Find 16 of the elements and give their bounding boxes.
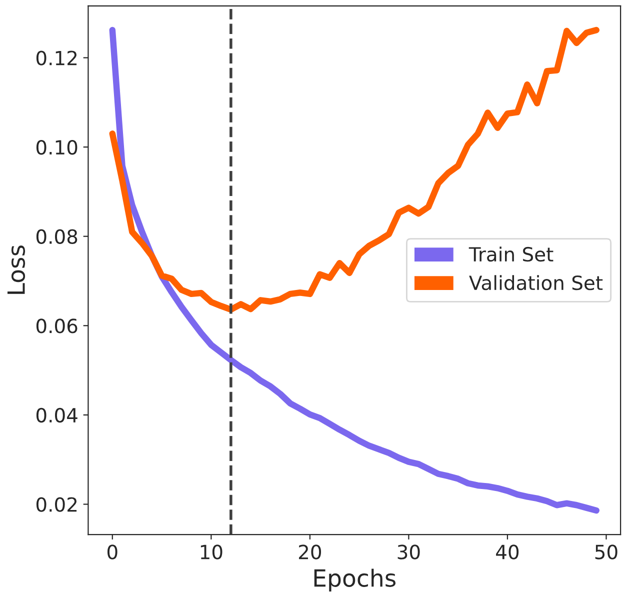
x-tick-label: 10 [200, 544, 222, 560]
y-tick-label: 0.02 [36, 497, 77, 512]
y-tick-label: 0.08 [36, 229, 78, 244]
x-tick-label: 50 [595, 544, 618, 560]
y-tick-label: 0.12 [36, 50, 77, 66]
y-tick-label: 0.10 [36, 140, 78, 155]
y-tick-label: 0.04 [36, 408, 78, 423]
x-tick-label: 40 [496, 544, 519, 560]
legend-label: Validation Set [469, 275, 603, 290]
y-tick-label: 0.06 [36, 318, 78, 334]
x-tick-label: 20 [298, 544, 322, 560]
x-axis-title: Epochs [314, 568, 396, 592]
x-tick-label: 30 [398, 544, 420, 560]
legend-label: Train Set [468, 246, 554, 262]
y-axis-title: Loss [8, 246, 26, 294]
x-tick-label: 0 [107, 544, 118, 560]
